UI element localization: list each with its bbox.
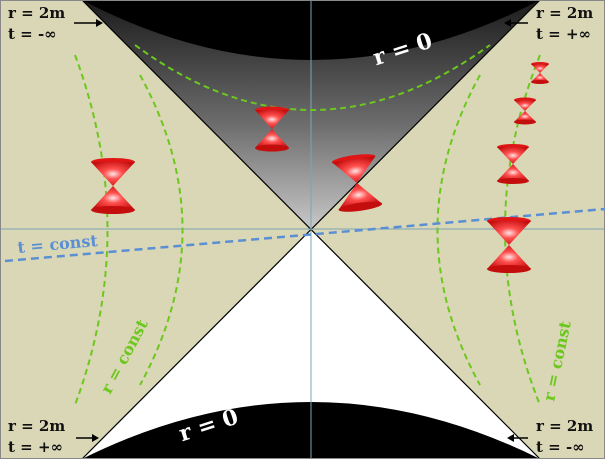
- light-cone-icon: [497, 144, 529, 184]
- label-bottom-left-t: t = +∞: [8, 438, 63, 456]
- r-const-curve: [436, 74, 481, 386]
- r-const-curve: [139, 74, 184, 386]
- label-bottom-right-r: r = 2m: [536, 417, 593, 435]
- light-cone-icon: [531, 62, 549, 84]
- light-cone-icon: [91, 158, 135, 214]
- label-top-right-t: t = +∞: [536, 25, 591, 43]
- label-top-left-r: r = 2m: [8, 4, 65, 22]
- arrow-icon: [504, 19, 528, 27]
- arrow-icon: [74, 19, 103, 27]
- label-bottom-left-r: r = 2m: [8, 417, 65, 435]
- label-top-left-t: t = -∞: [8, 25, 57, 43]
- light-cone-icon: [487, 217, 531, 273]
- light-cone-icon: [255, 106, 289, 152]
- light-cone-icon: [331, 154, 383, 212]
- arrow-icon: [76, 434, 99, 442]
- arrow-icon: [507, 434, 528, 442]
- label-top-right-r: r = 2m: [536, 4, 593, 22]
- light-cone-icon: [514, 97, 536, 125]
- label-bottom-right-t: t = -∞: [536, 438, 585, 456]
- r-const-curve: [134, 44, 491, 111]
